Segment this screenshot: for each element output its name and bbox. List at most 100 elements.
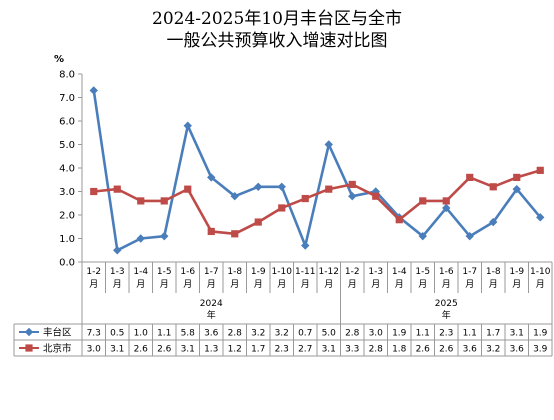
series-beijing-legend-marker	[25, 344, 33, 352]
category-label-unit: 月	[160, 279, 169, 290]
series-beijing-table-value: 2.8	[369, 345, 384, 355]
series-fengtai-line	[92, 90, 542, 252]
series-fengtai-table-value: 3.6	[204, 329, 219, 339]
series-fengtai-point	[465, 231, 474, 241]
series-beijing-point	[419, 197, 427, 205]
category-label-unit: 月	[465, 279, 474, 290]
category-label: 1-6	[180, 267, 195, 277]
category-label-unit: 月	[395, 279, 404, 290]
y-tick-label: 2.0	[59, 211, 75, 222]
group-label-year: 2024	[200, 299, 223, 309]
series-beijing-table-value: 2.3	[275, 345, 289, 355]
series-fengtai-point	[183, 121, 192, 130]
series-beijing-point	[254, 218, 262, 226]
series-beijing-table-value: 3.1	[322, 345, 336, 355]
category-label-unit: 月	[301, 279, 310, 290]
series-fengtai-point	[207, 173, 216, 182]
series-beijing-table-value: 3.0	[87, 345, 102, 355]
series-beijing-table-value: 2.6	[416, 345, 431, 355]
series-beijing-point	[325, 185, 333, 193]
series-layer	[89, 86, 545, 255]
series-beijing-line	[93, 169, 541, 236]
series-beijing-table-value: 3.2	[486, 345, 500, 355]
category-label-unit: 月	[277, 279, 286, 290]
series-beijing-table-value: 3.6	[510, 345, 525, 355]
y-tick-label: 4.0	[59, 164, 75, 175]
series-beijing-point	[231, 230, 239, 238]
series-beijing-table-value: 3.1	[181, 345, 195, 355]
category-label-unit: 月	[136, 279, 145, 290]
series-fengtai-point	[418, 231, 427, 241]
series-fengtai-table-value: 1.9	[533, 329, 548, 339]
category-label-unit: 月	[512, 279, 521, 290]
category-label-unit: 月	[442, 279, 451, 290]
series-beijing-point	[513, 173, 521, 181]
series-fengtai-table-value: 1.1	[463, 329, 477, 339]
category-label: 1-2	[86, 267, 101, 277]
series-beijing-point	[90, 187, 98, 196]
series-fengtai-point	[324, 140, 333, 149]
y-tick-label: 7.0	[59, 93, 75, 104]
series-fengtai-table-value: 3.2	[251, 329, 265, 339]
series-fengtai-point	[536, 213, 545, 222]
series-fengtai-point	[512, 184, 521, 194]
series-fengtai-point	[160, 231, 169, 241]
series-fengtai-table-value: 0.7	[298, 329, 312, 339]
series-beijing-point	[395, 216, 403, 224]
series-fengtai-point	[442, 203, 451, 213]
series-fengtai-table-value: 0.5	[110, 329, 124, 339]
series-beijing-table-value: 2.6	[439, 345, 454, 355]
category-label: 1-9	[251, 267, 266, 277]
series-fengtai-point	[348, 192, 357, 201]
series-beijing-point	[466, 173, 474, 181]
chart-title-line2: 一般公共预算收入增速对比图	[167, 31, 388, 51]
series-beijing-table-value: 1.3	[204, 345, 218, 355]
series-beijing-table-value: 1.8	[392, 345, 407, 355]
series-beijing-table-value: 3.1	[110, 345, 124, 355]
category-label: 1-8	[227, 267, 242, 277]
series-beijing-point	[278, 204, 286, 212]
category-label-unit: 月	[536, 279, 545, 290]
series-fengtai-point	[489, 217, 498, 227]
series-beijing-table-value: 2.7	[298, 345, 312, 355]
category-label-unit: 月	[371, 279, 380, 290]
series-beijing-point	[348, 180, 356, 189]
category-label-unit: 月	[348, 279, 357, 290]
series-beijing-point	[184, 185, 192, 193]
group-label-unit: 年	[207, 309, 216, 321]
series-fengtai-table-value: 3.2	[275, 329, 289, 339]
series-beijing-point	[207, 227, 215, 236]
series-fengtai-table-value: 1.1	[157, 329, 171, 339]
group-label-year: 2025	[435, 299, 458, 309]
series-fengtai-point	[89, 86, 98, 95]
y-axis-unit: %	[54, 54, 64, 65]
group-label-unit: 年	[442, 309, 451, 321]
category-label: 1-12	[319, 267, 339, 277]
series-beijing-point	[372, 192, 380, 200]
series-fengtai-point	[136, 234, 145, 243]
data-table: 丰台区 7.3 0.5 1.0 1.1 5.8 3.6 2.8 3.2 3.2 0.7 5.0 2.8 3…	[13, 323, 553, 357]
category-label: 1-11	[295, 267, 315, 277]
series-beijing-point	[113, 185, 121, 193]
series-fengtai-table-value: 2.8	[345, 329, 360, 339]
series-beijing-legend-name: 北京市	[43, 343, 72, 355]
category-label: 1-7	[204, 267, 219, 277]
series-fengtai-point	[230, 192, 239, 201]
category-label: 1-10	[530, 267, 551, 277]
series-fengtai-point	[371, 187, 380, 196]
category-label-unit: 月	[113, 279, 122, 290]
series-fengtai-point	[277, 182, 286, 191]
series-fengtai-table-value: 5.8	[181, 329, 196, 339]
series-fengtai-point	[301, 241, 310, 250]
category-label-unit: 月	[183, 279, 192, 290]
series-fengtai-table-value: 3.1	[510, 329, 524, 339]
y-tick-label: 0.0	[59, 258, 75, 269]
category-label-unit: 月	[230, 279, 239, 290]
series-beijing-point	[442, 197, 450, 205]
series-fengtai-table-value: 1.9	[392, 329, 407, 339]
axes: 0.01.02.03.04.05.06.07.08.02024年2025年1-2…	[59, 70, 553, 324]
category-label: 1-3	[368, 267, 383, 277]
series-fengtai-legend-marker	[24, 327, 34, 337]
y-tick-label: 8.0	[59, 70, 75, 81]
series-beijing-table-value: 3.6	[463, 345, 478, 355]
